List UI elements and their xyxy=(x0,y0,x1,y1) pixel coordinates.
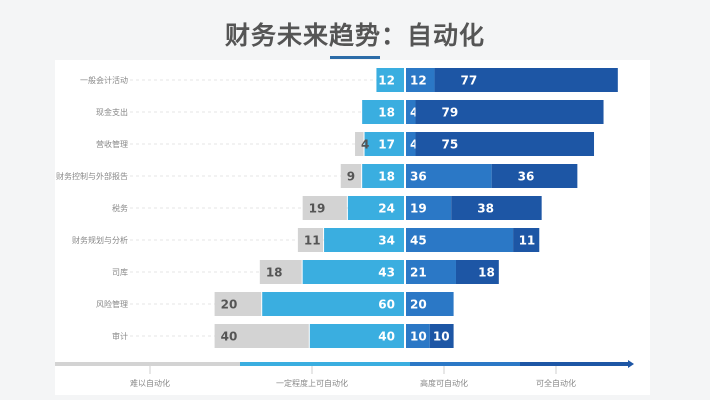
bar-segment xyxy=(455,260,499,284)
legend-axis-band xyxy=(520,362,628,366)
data-label: 9 xyxy=(347,170,355,184)
bar-segment xyxy=(406,68,435,92)
data-label: 60 xyxy=(378,298,395,312)
data-label: 36 xyxy=(410,170,427,184)
data-label: 40 xyxy=(221,330,238,344)
bar-segment xyxy=(262,292,404,316)
data-label: 12 xyxy=(410,74,427,88)
bar-segment xyxy=(297,228,324,252)
data-label: 36 xyxy=(518,170,535,184)
bar-segment xyxy=(406,228,514,252)
bar-segment xyxy=(415,132,595,156)
category-label: 一般会计活动 xyxy=(80,75,128,85)
title-underline xyxy=(330,56,380,59)
data-label: 20 xyxy=(410,298,427,312)
bar-segment xyxy=(406,260,456,284)
data-label: 40 xyxy=(378,330,395,344)
legend-label: 一定程度上可自动化 xyxy=(276,378,348,388)
bar-segment xyxy=(491,164,578,188)
legend-axis-band xyxy=(240,362,410,366)
legend-axis-band xyxy=(410,362,520,366)
page-title: 财务未来趋势：自动化 xyxy=(224,21,485,50)
bar-segment xyxy=(406,132,416,156)
category-label: 税务 xyxy=(112,203,128,213)
bar-segment xyxy=(429,324,454,348)
category-label: 营收管理 xyxy=(96,139,128,149)
legend-axis-band xyxy=(55,362,240,366)
category-label: 财务规划与分析 xyxy=(72,235,128,245)
bar-segment xyxy=(362,164,404,188)
bar-segment xyxy=(406,164,492,188)
bar-segment xyxy=(362,100,404,124)
bar-segment xyxy=(406,196,452,220)
data-label: 24 xyxy=(378,202,395,216)
bar-segment xyxy=(376,68,404,92)
bar-segment xyxy=(324,228,404,252)
bar-segment xyxy=(364,132,404,156)
category-label: 司库 xyxy=(112,267,128,277)
data-label: 45 xyxy=(410,234,427,248)
data-label: 18 xyxy=(378,170,395,184)
bar-segment xyxy=(434,68,618,92)
data-label: 10 xyxy=(433,330,450,344)
data-label: 21 xyxy=(410,266,427,280)
category-label: 财务控制与外部报告 xyxy=(56,171,128,181)
data-label: 17 xyxy=(378,138,395,152)
data-label: 11 xyxy=(304,234,321,248)
data-label: 4 xyxy=(361,138,369,152)
bar-segment xyxy=(513,228,540,252)
data-label: 20 xyxy=(221,298,238,312)
bar-segment xyxy=(309,324,404,348)
legend-label: 可全自动化 xyxy=(536,378,576,388)
bar-segment xyxy=(415,100,604,124)
data-label: 34 xyxy=(378,234,395,248)
data-label: 4 xyxy=(410,106,418,120)
bar-segment xyxy=(406,324,430,348)
bar-segment xyxy=(302,260,404,284)
data-label: 18 xyxy=(478,266,495,280)
bar-segment xyxy=(347,196,404,220)
data-label: 43 xyxy=(378,266,395,280)
data-label: 18 xyxy=(378,106,395,120)
data-label: 12 xyxy=(378,74,395,88)
bar-segment xyxy=(302,196,347,220)
bar-segment xyxy=(451,196,542,220)
bar-segment xyxy=(340,164,362,188)
category-label: 审计 xyxy=(112,331,128,341)
legend-label: 高度可自动化 xyxy=(420,378,468,388)
data-label: 75 xyxy=(442,138,459,152)
category-label: 风险管理 xyxy=(96,299,128,309)
data-label: 38 xyxy=(477,202,494,216)
bar-segment xyxy=(406,100,416,124)
data-label: 19 xyxy=(410,202,427,216)
data-label: 4 xyxy=(410,138,418,152)
data-label: 79 xyxy=(442,106,459,120)
bar-segment xyxy=(259,260,302,284)
bar-segment xyxy=(214,324,309,348)
data-label: 11 xyxy=(519,234,536,248)
data-label: 10 xyxy=(410,330,427,344)
category-label: 现金支出 xyxy=(96,107,128,117)
axis-arrow-icon xyxy=(628,360,634,368)
bar-segment xyxy=(406,292,454,316)
bar-segment xyxy=(214,292,262,316)
legend-label: 难以自动化 xyxy=(130,378,170,388)
data-label: 18 xyxy=(266,266,283,280)
data-label: 19 xyxy=(309,202,326,216)
bar-segment xyxy=(355,132,364,156)
data-label: 77 xyxy=(461,74,478,88)
